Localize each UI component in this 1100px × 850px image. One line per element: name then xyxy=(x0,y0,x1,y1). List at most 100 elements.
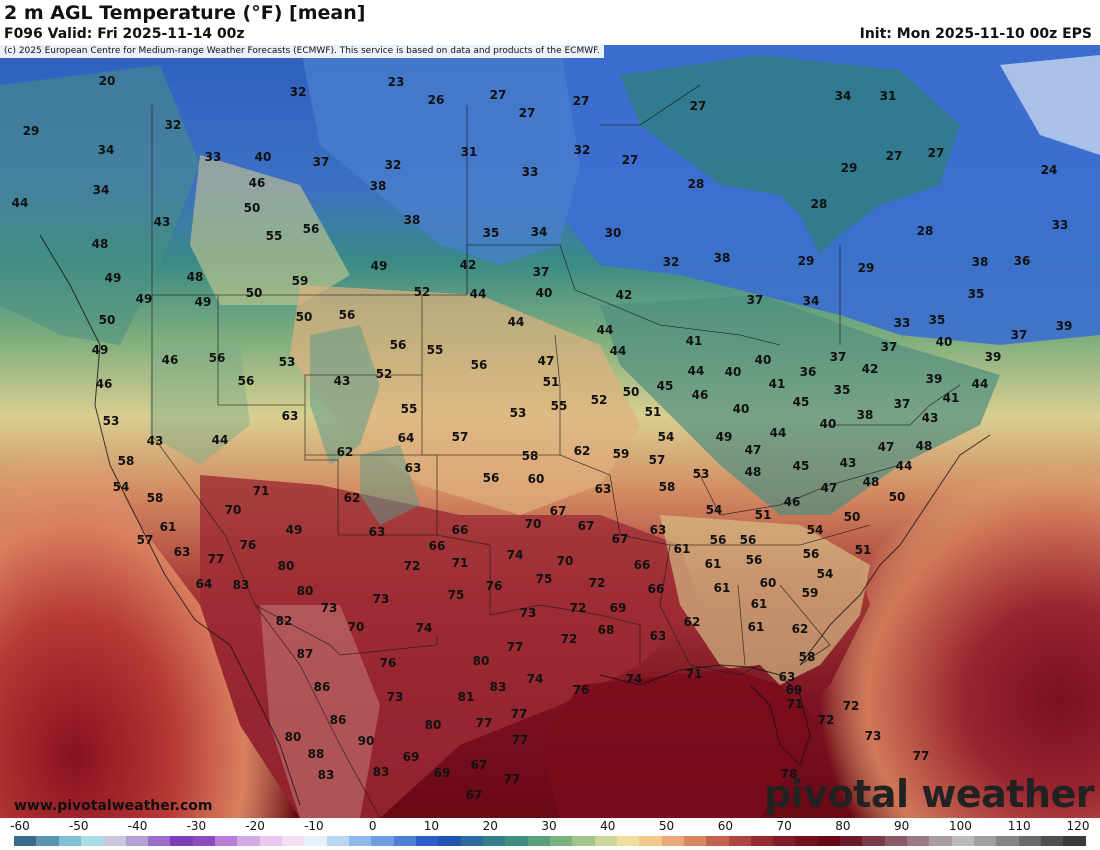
temp-label: 43 xyxy=(334,374,351,388)
map-canvas: 20 23 32 26 27 27 27 27 34 31 29 32 34 33 40 37 32 31 32 27… xyxy=(0,45,1100,818)
temp-label: 82 xyxy=(276,614,293,628)
temp-label: 60 xyxy=(760,576,777,590)
temp-label: 44 xyxy=(896,459,913,473)
temp-label: 38 xyxy=(370,179,387,193)
temp-label: 40 xyxy=(536,286,553,300)
temp-label: 78 xyxy=(781,767,798,781)
temp-label: 49 xyxy=(105,271,122,285)
temp-label: 32 xyxy=(385,158,402,172)
temp-label: 87 xyxy=(297,647,314,661)
temp-label: 54 xyxy=(658,430,675,444)
valid-time: F096 Valid: Fri 2025-11-14 00z xyxy=(4,26,245,42)
temp-label: 29 xyxy=(23,124,40,138)
temp-label: 44 xyxy=(12,196,29,210)
temp-label: 55 xyxy=(551,399,568,413)
colorbar-swatch xyxy=(505,836,528,846)
temp-label: 43 xyxy=(147,434,164,448)
colorbar-swatch xyxy=(773,836,796,846)
temp-label: 53 xyxy=(693,467,710,481)
colorbar-swatch xyxy=(840,836,863,846)
temp-label: 62 xyxy=(344,491,361,505)
temp-label: 61 xyxy=(705,557,722,571)
temp-label: 56 xyxy=(339,308,356,322)
colorbar-swatch xyxy=(438,836,461,846)
temp-label: 73 xyxy=(387,690,404,704)
temp-label: 38 xyxy=(857,408,874,422)
temp-label: 63 xyxy=(595,482,612,496)
colorbar-swatch xyxy=(728,836,751,846)
temp-label: 37 xyxy=(1011,328,1028,342)
colorbar-swatch xyxy=(147,836,171,846)
temp-label: 70 xyxy=(557,554,574,568)
temp-label: 49 xyxy=(195,295,212,309)
temp-label: 59 xyxy=(292,274,309,288)
temp-label: 68 xyxy=(598,623,615,637)
colorbar-swatch xyxy=(36,836,59,846)
colorbar-swatch xyxy=(795,836,818,846)
temp-label: 54 xyxy=(817,567,834,581)
temp-label: 64 xyxy=(196,577,213,591)
colorbar-tick: 120 xyxy=(1066,819,1090,833)
temp-label: 54 xyxy=(706,503,723,517)
temp-label: 66 xyxy=(452,523,469,537)
temp-label: 53 xyxy=(510,406,527,420)
temp-label: 83 xyxy=(373,765,390,779)
temp-label: 32 xyxy=(290,85,307,99)
temp-label: 40 xyxy=(725,365,742,379)
temp-label: 83 xyxy=(233,578,250,592)
temp-label: 75 xyxy=(448,588,465,602)
temp-label: 70 xyxy=(348,620,365,634)
temp-label: 44 xyxy=(688,364,705,378)
temp-label: 49 xyxy=(371,259,388,273)
temp-label: 54 xyxy=(113,480,130,494)
temp-label: 61 xyxy=(714,581,731,595)
temp-label: 20 xyxy=(99,74,116,88)
temp-label: 74 xyxy=(416,621,433,635)
temp-label: 48 xyxy=(187,270,204,284)
temp-label: 56 xyxy=(803,547,820,561)
temp-label: 27 xyxy=(928,146,945,160)
temp-label: 35 xyxy=(483,226,500,240)
temp-label: 33 xyxy=(522,165,539,179)
temp-label: 69 xyxy=(610,601,627,615)
temp-label: 56 xyxy=(390,338,407,352)
temp-label: 34 xyxy=(803,294,820,308)
temp-label: 56 xyxy=(303,222,320,236)
temp-label: 27 xyxy=(690,99,707,113)
colorbar-swatch xyxy=(817,836,841,846)
temp-label: 61 xyxy=(748,620,765,634)
temp-label: 83 xyxy=(318,768,335,782)
temp-label: 66 xyxy=(634,558,651,572)
colorbar-swatch xyxy=(371,836,394,846)
temp-label: 70 xyxy=(525,517,542,531)
temp-label: 50 xyxy=(889,490,906,504)
colorbar-swatch xyxy=(192,836,215,846)
temp-label: 51 xyxy=(543,375,560,389)
temperature-map[interactable]: 20 23 32 26 27 27 27 27 34 31 29 32 34 33 40 37 32 31 32 27… xyxy=(0,45,1100,818)
temp-label: 66 xyxy=(429,539,446,553)
temp-label: 56 xyxy=(710,533,727,547)
temp-label: 29 xyxy=(841,161,858,175)
temp-label: 52 xyxy=(414,285,431,299)
colorbar-swatch xyxy=(125,836,148,846)
colorbar-tick-labels: -60 -50 -40 -30 -20 -10 0 10 20 30 40 50 60 70 80 90 100… xyxy=(0,818,1100,834)
temp-label: 43 xyxy=(922,411,939,425)
temp-label: 77 xyxy=(504,772,521,786)
temp-label: 49 xyxy=(136,292,153,306)
website-link[interactable]: www.pivotalweather.com xyxy=(14,798,213,814)
colorbar-tick: -50 xyxy=(68,819,89,833)
colorbar-tick: 40 xyxy=(600,819,616,833)
temp-label: 34 xyxy=(98,143,115,157)
temp-label: 52 xyxy=(591,393,608,407)
temp-label: 77 xyxy=(208,552,225,566)
colorbar-swatch xyxy=(1063,836,1086,846)
temp-label: 67 xyxy=(471,758,488,772)
temp-label: 47 xyxy=(878,440,895,454)
temp-label: 49 xyxy=(716,430,733,444)
temp-label: 72 xyxy=(570,601,587,615)
colorbar-swatch xyxy=(393,836,416,846)
colorbar-swatch xyxy=(907,836,930,846)
temp-label: 53 xyxy=(279,355,296,369)
temp-label: 44 xyxy=(610,344,627,358)
temp-label: 71 xyxy=(452,556,469,570)
